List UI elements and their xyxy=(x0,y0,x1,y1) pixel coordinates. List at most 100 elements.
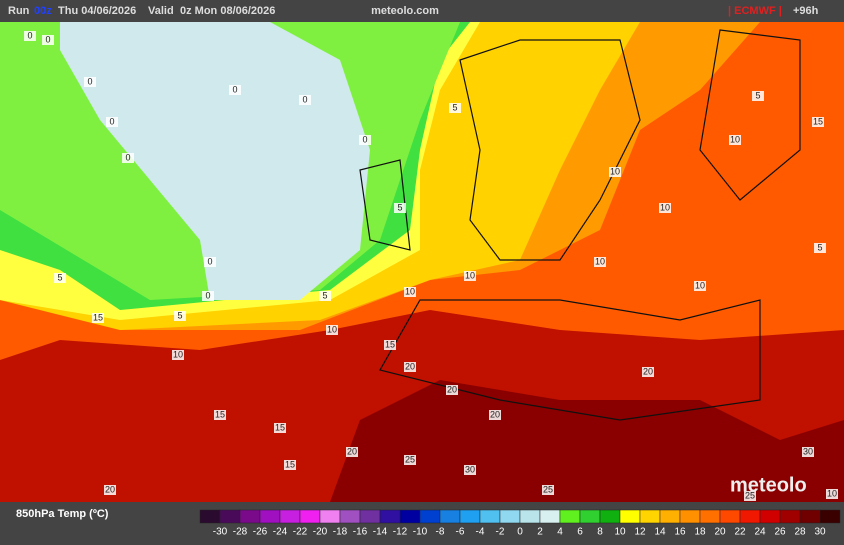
scale-swatch xyxy=(359,509,381,524)
run-time: 00z xyxy=(34,5,52,17)
scale-label: -4 xyxy=(476,527,485,538)
contour-labels: 0 0 0 0 0 0 0 0 0 0 5 5 5 5 5 10 10 10 10 10 10 10 10 10 15 15 15 1… xyxy=(24,30,838,501)
contour-label: 0 xyxy=(207,256,212,266)
scale-swatch xyxy=(199,509,221,524)
contour-label: 15 xyxy=(275,422,285,432)
scale-swatch xyxy=(719,509,741,524)
contour-label-bg xyxy=(172,350,184,360)
scale-swatch xyxy=(339,509,361,524)
contour-label-bg xyxy=(404,455,416,465)
contour-label-bg xyxy=(84,77,96,87)
scale-swatch xyxy=(239,509,261,524)
contour-label-bg xyxy=(826,489,838,499)
scale-label: -24 xyxy=(273,527,288,538)
valid-label: Valid xyxy=(148,5,174,17)
contour-label-bg xyxy=(542,485,554,495)
cold-field xyxy=(60,22,370,300)
color-scale: -30 -28 -26 -24 -22 -20 -18 -16 -14 -12 -10 -8 -6 -4-… xyxy=(199,509,841,538)
contour-label: 15 xyxy=(385,339,395,349)
contour-label: 10 xyxy=(465,270,475,280)
contour-label: 10 xyxy=(405,286,415,296)
contour-label-bg xyxy=(609,167,621,177)
scale-swatch xyxy=(279,509,301,524)
lead-time: +96h xyxy=(793,5,819,17)
scale-label: 20 xyxy=(714,527,726,538)
contour-label: 10 xyxy=(660,202,670,212)
contour-label-bg xyxy=(446,385,458,395)
contour-label: 5 xyxy=(755,90,760,100)
coastlines xyxy=(359,29,801,421)
scale-swatch xyxy=(599,509,621,524)
contour-label: 5 xyxy=(57,272,62,282)
contour-label-bg xyxy=(404,287,416,297)
scale-swatch xyxy=(779,509,801,524)
contour-label: 20 xyxy=(447,384,457,394)
scale-label: -10 xyxy=(413,527,428,538)
contour-label: 30 xyxy=(803,446,813,456)
scale-label: -14 xyxy=(373,527,388,538)
scale-label: -20 xyxy=(313,527,328,538)
hot-field xyxy=(330,380,844,502)
scale-label: -26 xyxy=(253,527,268,538)
contour-label: 0 xyxy=(125,152,130,162)
contour-label-bg xyxy=(54,273,66,283)
scale-label: 26 xyxy=(774,527,786,538)
contour-label-bg xyxy=(489,410,501,420)
contour-label-bg xyxy=(326,325,338,335)
contour-label: 0 xyxy=(45,34,50,44)
contour-label-bg xyxy=(812,117,824,127)
legend-title: 850hPa Temp (ºC) xyxy=(16,508,109,520)
contour-label-bg xyxy=(659,203,671,213)
contour-label: 10 xyxy=(827,488,837,498)
scale-label: -8 xyxy=(436,527,445,538)
contour-label-bg xyxy=(464,465,476,475)
contour-label-bg xyxy=(752,91,764,101)
valid-date: 0z Mon 08/06/2026 xyxy=(180,5,275,17)
contour-label: 25 xyxy=(543,484,553,494)
scale-swatch xyxy=(519,509,541,524)
scale-label: 10 xyxy=(614,527,626,538)
contour-label-bg xyxy=(204,257,216,267)
scale-swatch xyxy=(479,509,501,524)
contour-label: 15 xyxy=(215,409,225,419)
contour-label-bg xyxy=(729,135,741,145)
contour-label-bg xyxy=(284,460,296,470)
contour-label: 0 xyxy=(205,290,210,300)
scale-label: -18 xyxy=(333,527,348,538)
scale-swatch xyxy=(619,509,641,524)
contour-label-bg xyxy=(359,135,371,145)
contour-label: 0 xyxy=(109,116,114,126)
contour-label: 10 xyxy=(695,280,705,290)
contour-label: 25 xyxy=(745,490,755,500)
scale-swatch xyxy=(639,509,661,524)
run-label: Run xyxy=(8,5,30,17)
header-bar xyxy=(0,0,844,22)
contour-label: 0 xyxy=(27,30,32,40)
contour-label: 5 xyxy=(177,310,182,320)
contour-label: 15 xyxy=(93,312,103,322)
scale-label: -6 xyxy=(456,527,465,538)
scale-label: 18 xyxy=(694,527,706,538)
scale-label: 2 xyxy=(537,527,543,538)
scale-label: 4 xyxy=(557,527,563,538)
scale-label: -16 xyxy=(353,527,368,538)
contour-label: 20 xyxy=(490,409,500,419)
contour-label: 0 xyxy=(302,94,307,104)
scale-swatch xyxy=(499,509,521,524)
contour-label-bg xyxy=(394,203,406,213)
scale-label: -2 xyxy=(496,527,505,538)
scale-label: -12 xyxy=(393,527,408,538)
contour-label-bg xyxy=(404,362,416,372)
contour-label: 10 xyxy=(730,134,740,144)
contour-label: 0 xyxy=(87,76,92,86)
contour-label: 5 xyxy=(817,242,822,252)
scale-swatch xyxy=(419,509,441,524)
scale-swatch xyxy=(559,509,581,524)
scale-swatch xyxy=(259,509,281,524)
contour-label-bg xyxy=(802,447,814,457)
scale-swatch xyxy=(819,509,841,524)
run-date: Thu 04/06/2026 xyxy=(58,5,136,17)
scale-swatch xyxy=(459,509,481,524)
contour-label-bg xyxy=(449,103,461,113)
scale-label: 30 xyxy=(814,527,826,538)
